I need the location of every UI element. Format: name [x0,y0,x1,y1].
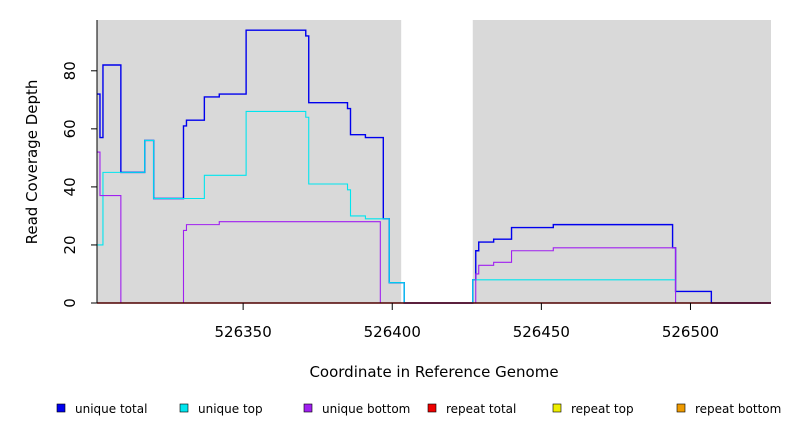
legend-label-unique-top: unique top [198,402,263,416]
legend-label-repeat-total: repeat total [446,402,516,416]
legend-label-repeat-top: repeat top [571,402,634,416]
y-axis-title: Read Coverage Depth [23,80,41,245]
legend-swatch-repeat-top [552,403,562,413]
legend-swatch-unique-bottom [303,403,313,413]
legend-swatch-repeat-bottom [676,403,686,413]
axes-layer: 0 20 40 60 80 526350 526400 526450 526500 [61,20,771,341]
plot-background-layer [97,20,771,303]
y-tick-label-80: 80 [61,61,79,80]
x-tick-label-526450: 526450 [513,323,570,341]
legend-swatch-repeat-total [427,403,437,413]
x-tick-label-526350: 526350 [214,323,271,341]
y-tick-label-20: 20 [61,235,79,254]
legend-label-unique-bottom: unique bottom [322,402,410,416]
shaded-region-0 [97,20,402,303]
y-tick-label-60: 60 [61,119,79,138]
x-tick-label-526400: 526400 [364,323,421,341]
x-axis-title: Coordinate in Reference Genome [309,363,558,381]
legend: unique total unique top unique bottom repea… [56,402,781,416]
y-tick-label-40: 40 [61,177,79,196]
x-tick-label-526500: 526500 [662,323,719,341]
shaded-region-1 [472,20,771,303]
series-line-unique-top [97,110,771,304]
legend-label-unique-total: unique total [75,402,147,416]
legend-swatch-unique-total [56,403,66,413]
legend-swatch-unique-top [179,403,189,413]
y-tick-label-0: 0 [61,298,79,308]
legend-label-repeat-bottom: repeat bottom [695,402,781,416]
